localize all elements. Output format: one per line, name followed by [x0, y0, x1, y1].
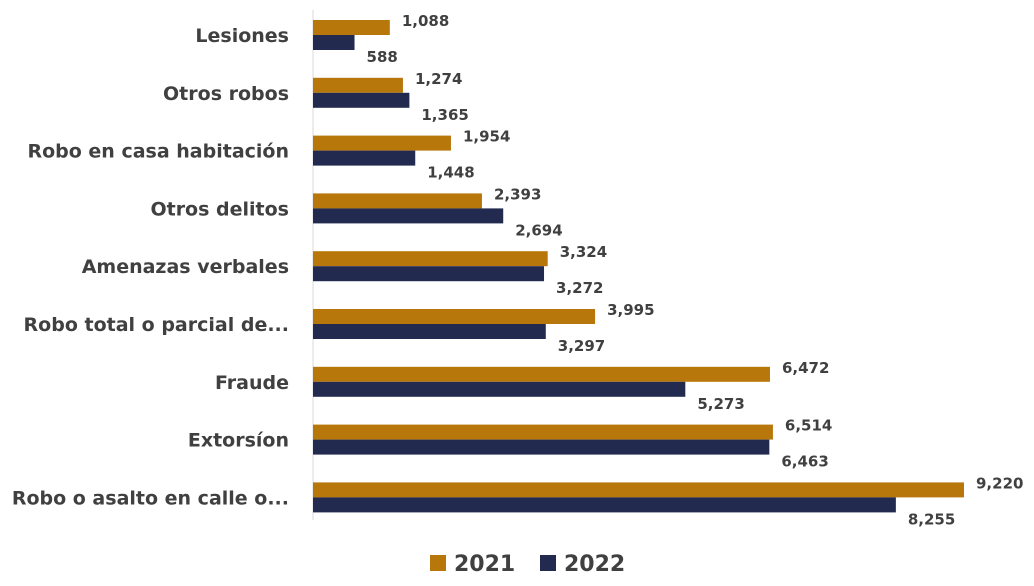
- data-label: 1,274: [415, 70, 462, 88]
- data-label: 2,694: [515, 221, 562, 239]
- data-label: 8,255: [908, 510, 955, 528]
- data-label: 3,324: [560, 243, 607, 261]
- bar-2021: [313, 193, 482, 209]
- bar-2022: [313, 381, 686, 397]
- data-label: 1,448: [427, 164, 474, 182]
- bar-2021: [313, 251, 548, 267]
- legend-swatch: [430, 555, 446, 571]
- data-label: 1,088: [402, 12, 449, 30]
- category-label: Otros robos: [163, 83, 289, 105]
- category-label: Otros delitos: [150, 198, 289, 220]
- bar-2021: [313, 424, 773, 440]
- bar-2022: [313, 35, 355, 50]
- legend: 2021 2022: [430, 552, 625, 577]
- legend-label: 2021: [454, 552, 515, 577]
- bar-2022: [313, 92, 410, 108]
- data-label: 5,273: [697, 395, 744, 413]
- category-label: Amenazas verbales: [82, 256, 289, 278]
- data-label: 3,995: [607, 301, 654, 319]
- category-label: Robo en casa habitación: [27, 141, 289, 163]
- legend-swatch: [540, 555, 556, 571]
- bar-2022: [313, 208, 504, 224]
- data-label: 588: [367, 48, 398, 66]
- bar-2022: [313, 324, 546, 339]
- data-label: 9,220: [976, 474, 1023, 492]
- data-label: 1,954: [463, 128, 510, 146]
- data-label: 6,472: [782, 359, 829, 377]
- legend-label: 2022: [564, 552, 625, 577]
- category-label: Robo total o parcial de...: [24, 314, 289, 336]
- bar-2022: [313, 439, 770, 455]
- data-label: 3,272: [556, 279, 603, 297]
- bar-2021: [313, 135, 451, 151]
- bar-2021: [313, 366, 770, 382]
- category-labels: Lesiones Otros robos Robo en casa habitaci…: [12, 25, 289, 509]
- data-label: 3,297: [558, 337, 605, 355]
- data-label: 1,365: [421, 106, 468, 124]
- category-label: Fraude: [215, 372, 289, 394]
- bars: [313, 20, 964, 513]
- category-label: Lesiones: [195, 25, 289, 47]
- data-label: 6,463: [781, 453, 828, 471]
- bar-2022: [313, 150, 416, 166]
- category-label: Extorsíon: [188, 430, 289, 452]
- bar-2021: [313, 77, 403, 93]
- category-label: Robo o asalto en calle o...: [12, 487, 289, 509]
- bar-2022: [313, 497, 896, 513]
- data-label: 6,514: [785, 417, 832, 435]
- bar-2021: [313, 482, 964, 498]
- data-label: 2,393: [494, 185, 541, 203]
- bar-2021: [313, 309, 596, 324]
- bar-2022: [313, 266, 545, 282]
- bar-2021: [313, 20, 390, 35]
